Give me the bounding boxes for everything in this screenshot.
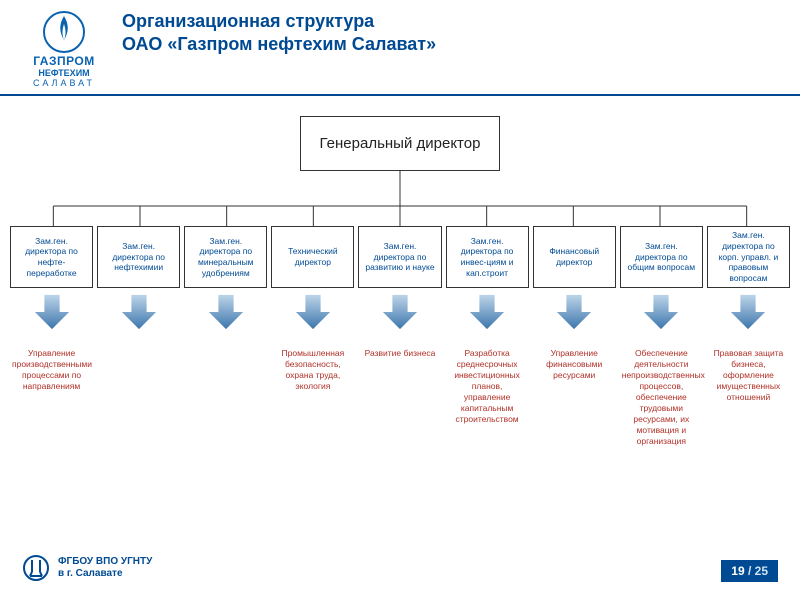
department-box: Зам.ген. директора по нефте-переработке — [10, 226, 93, 288]
department-box: Зам.ген. директора по развитию и науке — [358, 226, 441, 288]
department-column: Зам.ген. директора по нефтехимии — [97, 226, 180, 331]
gazprom-logo: ГАЗПРОМ НЕФТЕХИМ САЛАВАТ — [20, 10, 108, 88]
down-arrow-icon — [294, 293, 332, 331]
department-box: Зам.ген. директора по корп. управл. и пр… — [707, 226, 790, 288]
department-description: Развитие бизнеса — [358, 348, 441, 447]
department-description: Управление производственными процессами … — [10, 348, 93, 447]
department-column: Финансовый директор — [533, 226, 616, 331]
title-block: Организационная структура ОАО «Газпром н… — [122, 10, 780, 55]
logo-text-3: САЛАВАТ — [33, 78, 95, 88]
department-description: Управление финансовыми ресурсами — [533, 348, 616, 447]
down-arrow-icon — [468, 293, 506, 331]
footer-text: ФГБОУ ВПО УГНТУ в г. Салавате — [58, 556, 152, 580]
department-column: Зам.ген. директора по общим вопросам — [620, 226, 703, 331]
department-column: Зам.ген. директора по минеральным удобре… — [184, 226, 267, 331]
logo-text-1: ГАЗПРОМ — [33, 54, 95, 68]
department-column: Технический директор — [271, 226, 354, 331]
root-node: Генеральный директор — [300, 116, 500, 171]
footer: ФГБОУ ВПО УГНТУ в г. Салавате — [22, 554, 152, 582]
down-arrow-icon — [120, 293, 158, 331]
department-description: Промышленная безопасность, охрана труда,… — [271, 348, 354, 447]
footer-line1: ФГБОУ ВПО УГНТУ — [58, 556, 152, 568]
department-box: Зам.ген. директора по нефтехимии — [97, 226, 180, 288]
slide-title-line2: ОАО «Газпром нефтехим Салават» — [122, 33, 780, 56]
slide-title-line1: Организационная структура — [122, 10, 780, 33]
department-box: Технический директор — [271, 226, 354, 288]
down-arrow-icon — [33, 293, 71, 331]
department-column: Зам.ген. директора по нефте-переработке — [10, 226, 93, 331]
logo-text-2: НЕФТЕХИМ — [38, 68, 89, 78]
department-description: Обеспечение деятельности непроизводствен… — [620, 348, 703, 447]
department-description — [184, 348, 267, 447]
down-arrow-icon — [729, 293, 767, 331]
down-arrow-icon — [555, 293, 593, 331]
department-description: Разработка среднесрочных инвестиционных … — [446, 348, 529, 447]
department-box: Финансовый директор — [533, 226, 616, 288]
down-arrow-icon — [381, 293, 419, 331]
flame-logo-icon — [42, 10, 86, 54]
down-arrow-icon — [207, 293, 245, 331]
department-box: Зам.ген. директора по инвес-циям и кап.с… — [446, 226, 529, 288]
department-box: Зам.ген. директора по минеральным удобре… — [184, 226, 267, 288]
ugntu-logo-icon — [22, 554, 50, 582]
page-sep: / — [745, 564, 755, 578]
department-description — [97, 348, 180, 447]
page-counter: 19 / 25 — [721, 560, 778, 582]
description-row: Управление производственными процессами … — [10, 348, 790, 447]
department-box: Зам.ген. директора по общим вопросам — [620, 226, 703, 288]
department-description: Правовая защита бизнеса, оформление имущ… — [707, 348, 790, 447]
slide-header: ГАЗПРОМ НЕФТЕХИМ САЛАВАТ Организационная… — [0, 0, 800, 96]
org-chart: Генеральный директор Зам.ген. директора … — [0, 116, 800, 516]
department-row: Зам.ген. директора по нефте-переработкеЗ… — [10, 226, 790, 331]
department-column: Зам.ген. директора по корп. управл. и пр… — [707, 226, 790, 331]
page-current: 19 — [731, 564, 744, 578]
department-column: Зам.ген. директора по инвес-циям и кап.с… — [446, 226, 529, 331]
page-total: 25 — [755, 564, 768, 578]
department-column: Зам.ген. директора по развитию и науке — [358, 226, 441, 331]
footer-line2: в г. Салавате — [58, 568, 152, 580]
down-arrow-icon — [642, 293, 680, 331]
